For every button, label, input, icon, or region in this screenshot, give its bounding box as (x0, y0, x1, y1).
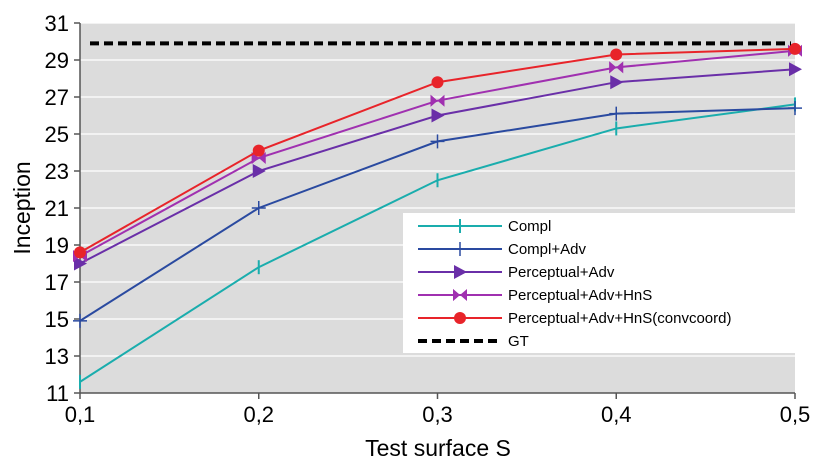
data-point (610, 48, 623, 61)
series-layer (73, 41, 802, 389)
data-point (430, 134, 445, 149)
legend-label: Perceptual+Adv+HnS (508, 287, 652, 304)
data-point (252, 144, 265, 157)
legend-label: Perceptual+Adv+HnS(convcoord) (508, 310, 731, 327)
y-tick-label: 17 (45, 270, 69, 295)
legend-item: Compl+Adv (418, 241, 586, 258)
legend-item: Perceptual+Adv+HnS(convcoord) (418, 310, 731, 327)
y-tick-label: 23 (45, 159, 69, 184)
y-tick-label: 29 (45, 48, 69, 73)
x-tick-labels: 0,1 0,2 0,3 0,4 0,5 (65, 402, 811, 427)
legend-marker-left (453, 289, 460, 301)
data-point (789, 62, 802, 77)
series-perceptual-adv (74, 62, 802, 271)
data-point (431, 108, 445, 123)
x-tick-label: 0,2 (243, 402, 274, 427)
series-perceptual-adv-hns-convcoord (74, 42, 801, 259)
data-point (609, 106, 624, 121)
y-tick-label: 13 (45, 344, 69, 369)
y-axis-title: Inception (9, 161, 35, 254)
legend-label: Compl (508, 218, 551, 235)
legend-label: Perceptual+Adv (508, 264, 615, 281)
x-tick-label: 0,5 (780, 402, 811, 427)
data-point-left (609, 61, 617, 74)
y-tick-label: 19 (45, 233, 69, 258)
legend-marker (454, 265, 467, 279)
legend-item: Compl (418, 218, 551, 235)
y-tick-label: 11 (46, 381, 69, 406)
data-point (74, 256, 87, 271)
x-tick-label: 0,4 (601, 402, 632, 427)
series-compl-adv (73, 101, 802, 328)
legend-box (403, 213, 795, 353)
axes (74, 22, 796, 399)
data-point (74, 246, 86, 259)
data-point-left (430, 94, 438, 107)
y-tick-label: 27 (45, 85, 69, 110)
y-tick-label: 25 (45, 122, 69, 147)
legend-marker (454, 312, 466, 324)
legend-marker (453, 242, 467, 256)
x-tick-label: 0,1 (65, 402, 96, 427)
legend: Compl Compl+Adv Perceptual+Adv Perceptual+A… (403, 213, 795, 353)
data-point-right (616, 61, 624, 74)
data-point (610, 75, 624, 90)
legend-label: GT (508, 333, 529, 350)
legend-label: Compl+Adv (508, 241, 586, 258)
data-point (788, 101, 802, 116)
y-tick-label: 21 (45, 196, 69, 221)
legend-marker-right (460, 289, 467, 301)
legend-item: Perceptual+Adv+HnS (418, 287, 652, 304)
x-tick-label: 0,3 (422, 402, 453, 427)
y-tick-label: 31 (45, 11, 69, 36)
data-point (251, 201, 266, 215)
data-point (73, 313, 87, 328)
y-tick-label: 15 (45, 307, 69, 332)
data-point (252, 164, 266, 178)
data-point (789, 42, 801, 55)
legend-item: Perceptual+Adv (418, 264, 615, 281)
legend-item: GT (418, 333, 529, 350)
data-point-right (437, 94, 445, 107)
x-axis-title: Test surface S (365, 435, 511, 461)
y-tick-labels: 11 13 15 17 19 21 23 25 27 29 31 (45, 11, 69, 406)
data-point (431, 76, 444, 89)
data-point-right (258, 152, 266, 165)
data-point-left (251, 152, 259, 165)
